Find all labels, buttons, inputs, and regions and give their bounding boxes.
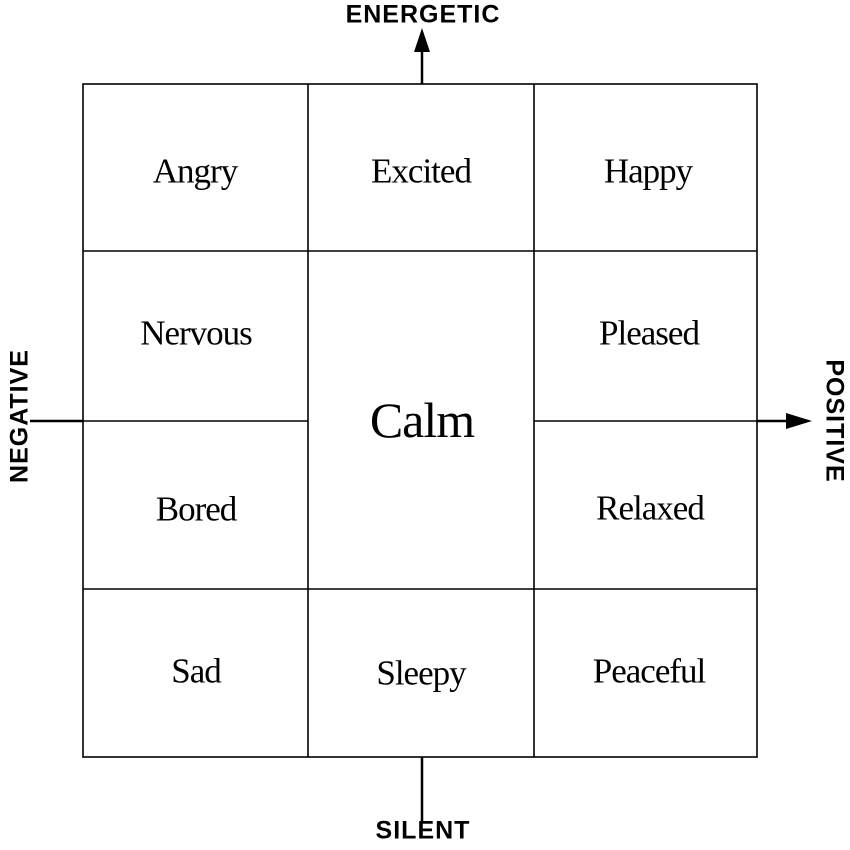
axis-label-silent: SILENT xyxy=(375,816,471,845)
axis-right-arrowhead xyxy=(786,413,812,429)
cell-pleased: Pleased xyxy=(599,313,700,353)
cell-sad: Sad xyxy=(171,651,221,691)
axis-label-positive: POSITIVE xyxy=(820,359,849,483)
cell-excited: Excited xyxy=(371,151,472,191)
cell-relaxed: Relaxed xyxy=(596,488,705,528)
cell-nervous: Nervous xyxy=(140,313,253,353)
axis-label-energetic: ENERGETIC xyxy=(345,0,501,29)
cell-angry: Angry xyxy=(152,151,238,191)
axis-label-negative: NEGATIVE xyxy=(5,349,34,483)
cell-peaceful: Peaceful xyxy=(592,651,706,691)
cell-calm: Calm xyxy=(369,392,475,448)
cell-bored: Bored xyxy=(155,489,238,529)
cell-happy: Happy xyxy=(603,151,693,191)
cell-sleepy: Sleepy xyxy=(376,653,466,693)
axis-up-arrowhead xyxy=(414,28,430,52)
